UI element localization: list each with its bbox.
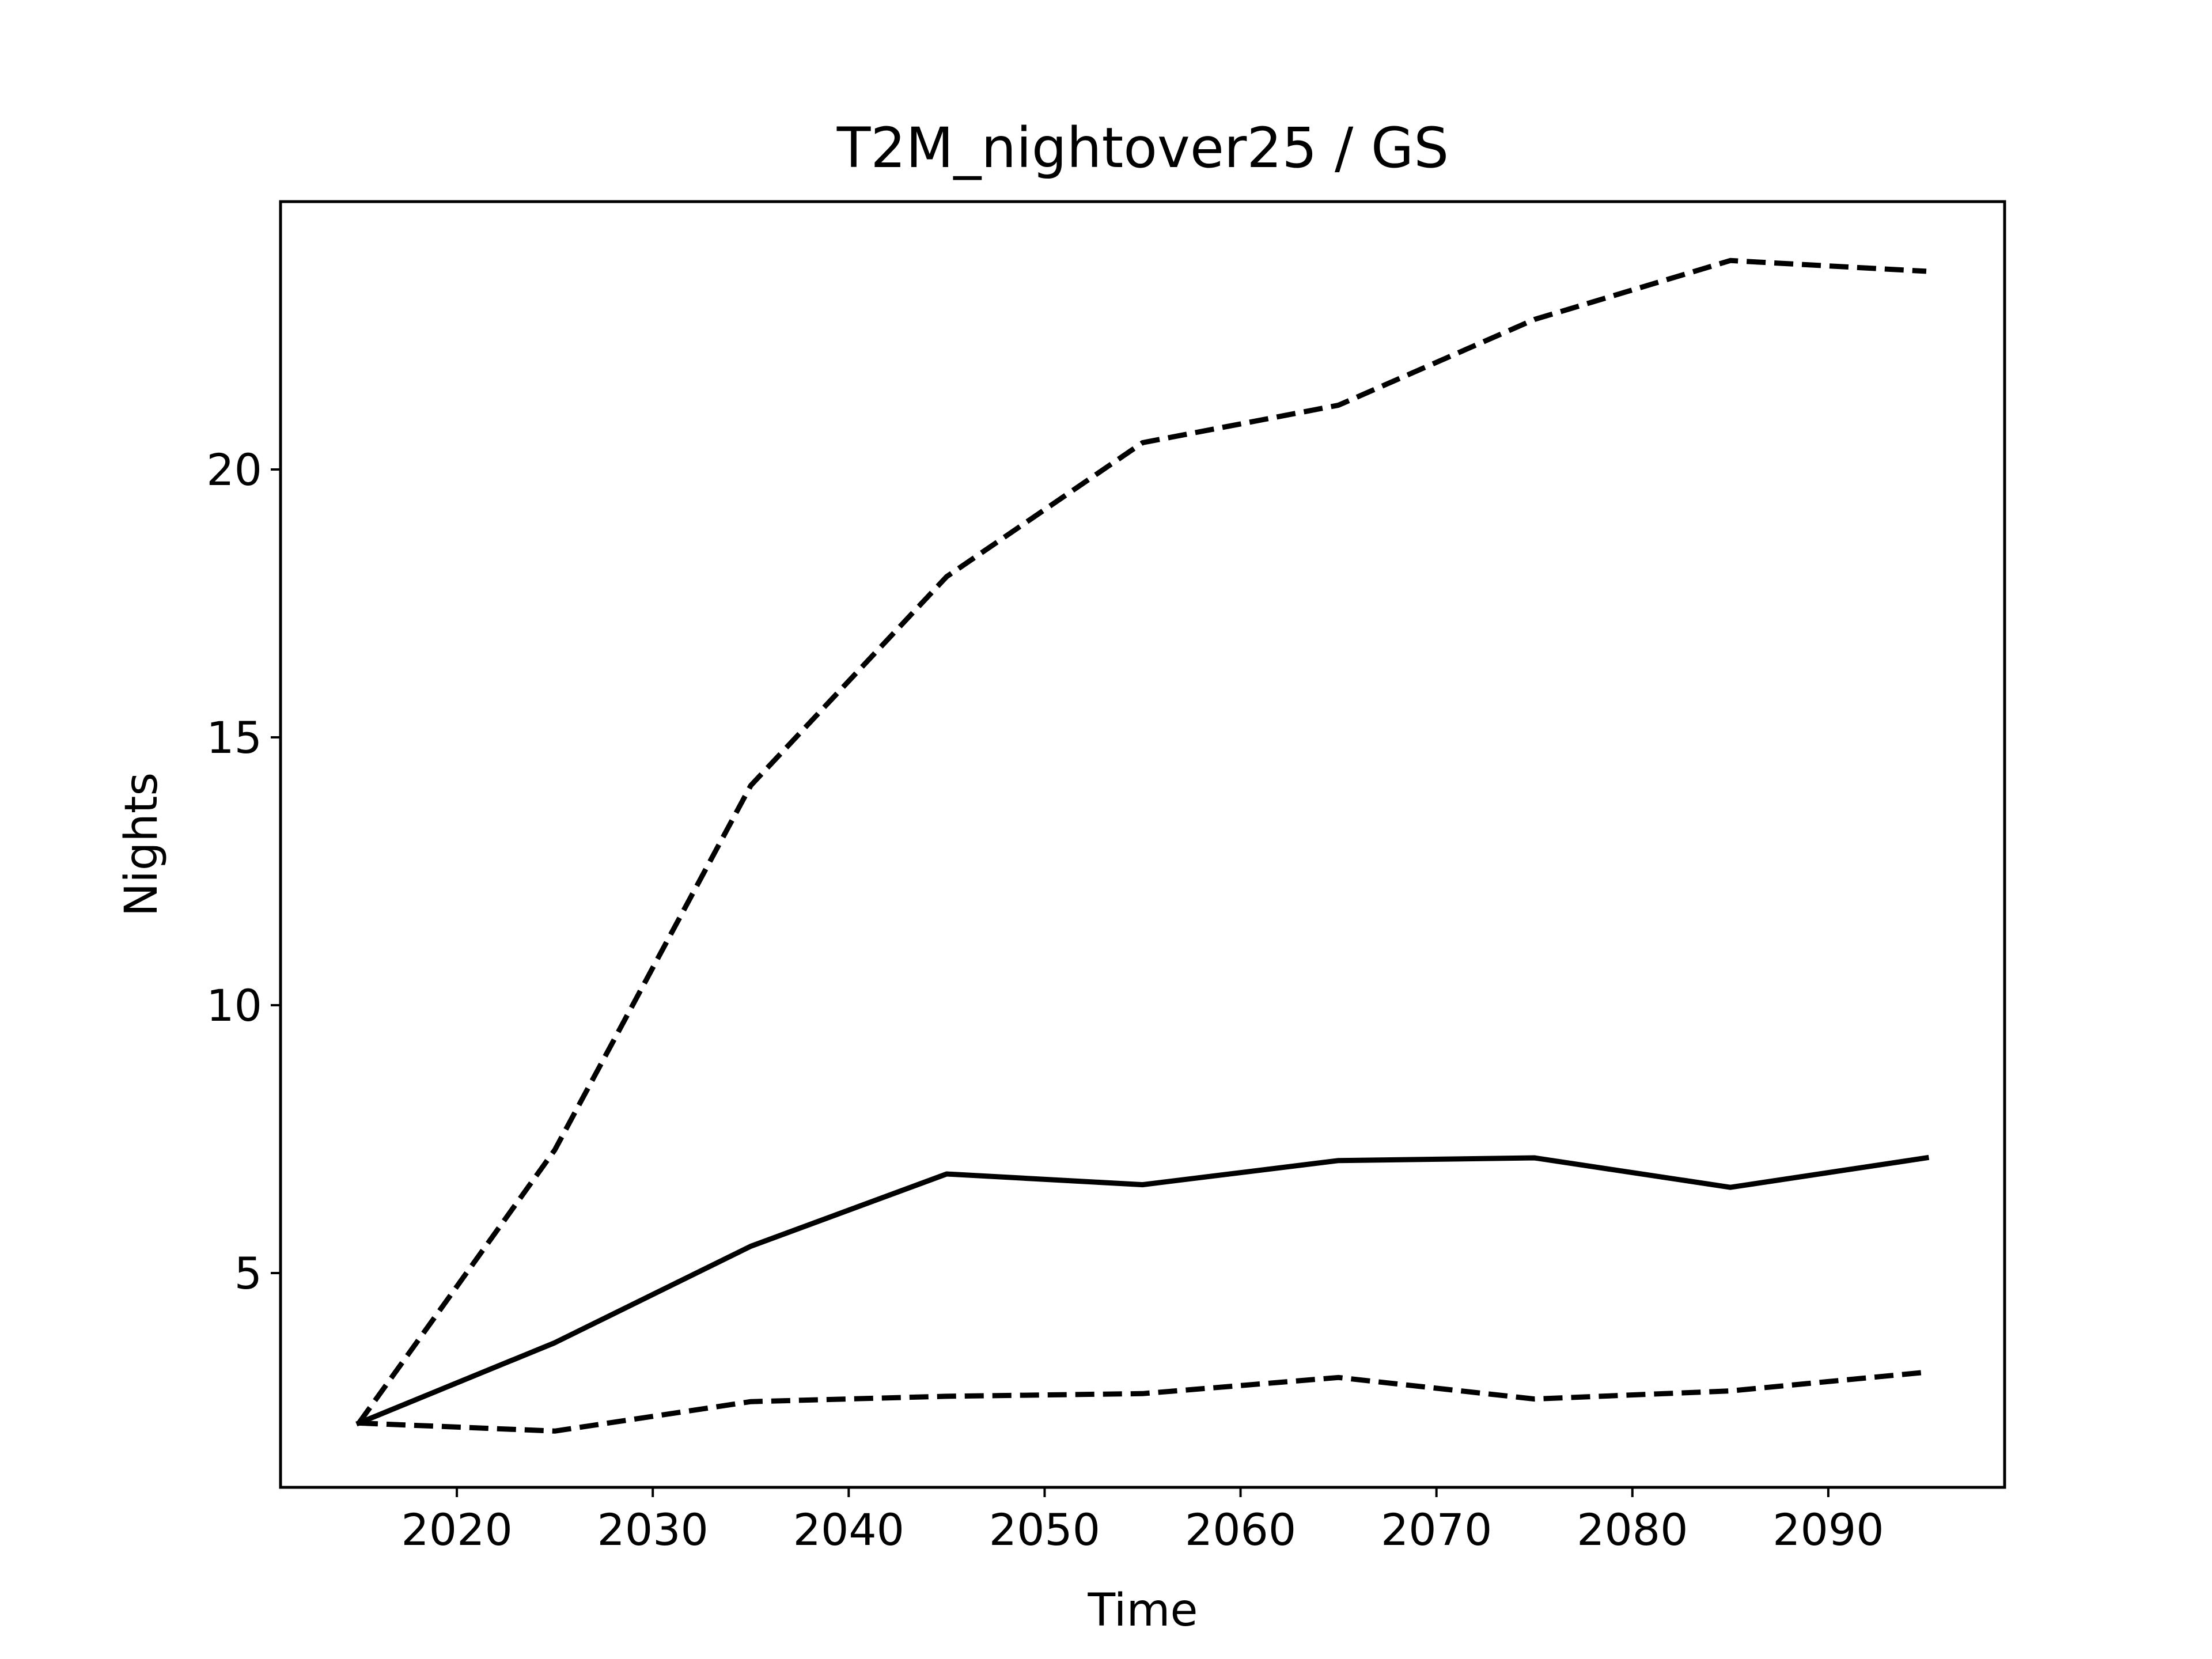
x-tick-label: 2040 bbox=[793, 1504, 904, 1555]
y-tick-label: 15 bbox=[206, 712, 262, 763]
y-tick-label: 20 bbox=[206, 444, 262, 495]
x-tick-label: 2060 bbox=[1185, 1504, 1296, 1555]
series-line-1 bbox=[355, 1154, 1930, 1427]
x-tick-label: 2090 bbox=[1772, 1504, 1884, 1555]
x-tick-label: 2050 bbox=[989, 1504, 1100, 1555]
plot-frame bbox=[279, 200, 2006, 1489]
x-tick-label: 2070 bbox=[1381, 1504, 1492, 1555]
x-tick-label: 2080 bbox=[1577, 1504, 1688, 1555]
x-axis: 2020 2030 2040 2050 2060 2070 2080 2090 bbox=[401, 1487, 1884, 1555]
y-axis-label: Nights bbox=[116, 772, 168, 916]
plot-lines bbox=[355, 257, 1930, 1434]
y-tick-label: 5 bbox=[234, 1248, 262, 1299]
chart-title: T2M_nightover25 / GS bbox=[836, 116, 1449, 180]
x-tick-label: 2030 bbox=[597, 1504, 709, 1555]
series-line-2 bbox=[357, 257, 1927, 1425]
y-axis: 5 10 15 20 bbox=[206, 444, 281, 1299]
x-tick-label: 2020 bbox=[401, 1504, 512, 1555]
x-axis-label: Time bbox=[1088, 1585, 1198, 1637]
y-tick-label: 10 bbox=[206, 980, 262, 1031]
series-line-3 bbox=[358, 1369, 1927, 1434]
